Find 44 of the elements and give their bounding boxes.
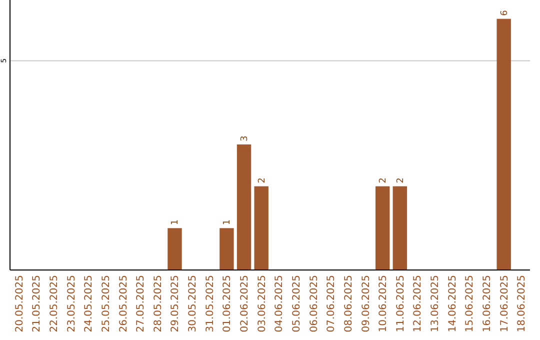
bar bbox=[168, 228, 182, 270]
x-tick-label: 18.06.2025 bbox=[516, 275, 528, 332]
x-tick-label: 05.06.2025 bbox=[291, 275, 302, 332]
x-tick-label: 31.05.2025 bbox=[204, 275, 216, 332]
x-tick-label: 29.05.2025 bbox=[170, 275, 182, 332]
x-tick-label: 26.05.2025 bbox=[118, 275, 130, 332]
bar bbox=[254, 186, 268, 270]
x-tick-label: 17.06.2025 bbox=[499, 275, 510, 332]
bar bbox=[496, 18, 511, 270]
data-label: 3 bbox=[240, 136, 250, 142]
x-tick-label: 21.05.2025 bbox=[32, 275, 43, 332]
x-tick-label: 01.06.2025 bbox=[222, 275, 234, 332]
x-tick-label: 12.06.2025 bbox=[412, 275, 424, 332]
bar bbox=[375, 186, 390, 270]
x-tick-label: 10.06.2025 bbox=[378, 275, 390, 332]
x-tick-label: 27.05.2025 bbox=[136, 275, 147, 332]
bar bbox=[392, 186, 408, 270]
x-tick-label: 07.06.2025 bbox=[326, 275, 338, 332]
x-tick-label: 02.06.2025 bbox=[240, 275, 251, 332]
x-tick-label: 28.05.2025 bbox=[152, 275, 164, 332]
x-tick-label: 03.06.2025 bbox=[256, 275, 268, 332]
x-tick-label: 24.05.2025 bbox=[84, 275, 95, 332]
data-label: 2 bbox=[257, 178, 268, 184]
bar bbox=[236, 144, 252, 270]
x-tick-label: 14.06.2025 bbox=[447, 275, 458, 332]
data-label: 1 bbox=[222, 219, 233, 226]
data-label: 2 bbox=[378, 178, 389, 184]
x-tick-label: 15.06.2025 bbox=[464, 275, 476, 332]
x-tick-label: 04.06.2025 bbox=[274, 275, 286, 332]
x-tick-label: 30.05.2025 bbox=[188, 275, 199, 332]
x-tick-label: 23.05.2025 bbox=[66, 275, 78, 332]
x-tick-label: 09.06.2025 bbox=[360, 275, 372, 332]
x-tick-label: 25.05.2025 bbox=[100, 275, 112, 332]
bar bbox=[220, 228, 234, 270]
x-tick-label: 13.06.2025 bbox=[430, 275, 442, 332]
x-tick-label: 16.06.2025 bbox=[482, 275, 494, 332]
data-label: 2 bbox=[396, 178, 406, 184]
x-tick-label: 20.05.2025 bbox=[14, 275, 26, 332]
x-tick-label: 22.05.2025 bbox=[48, 275, 60, 332]
x-tick-label: 06.06.2025 bbox=[308, 275, 320, 332]
data-label: 1 bbox=[170, 219, 181, 226]
data-label: 6 bbox=[500, 10, 510, 16]
x-tick-label: 08.06.2025 bbox=[343, 275, 354, 332]
x-tick-label: 11.06.2025 bbox=[395, 275, 406, 332]
